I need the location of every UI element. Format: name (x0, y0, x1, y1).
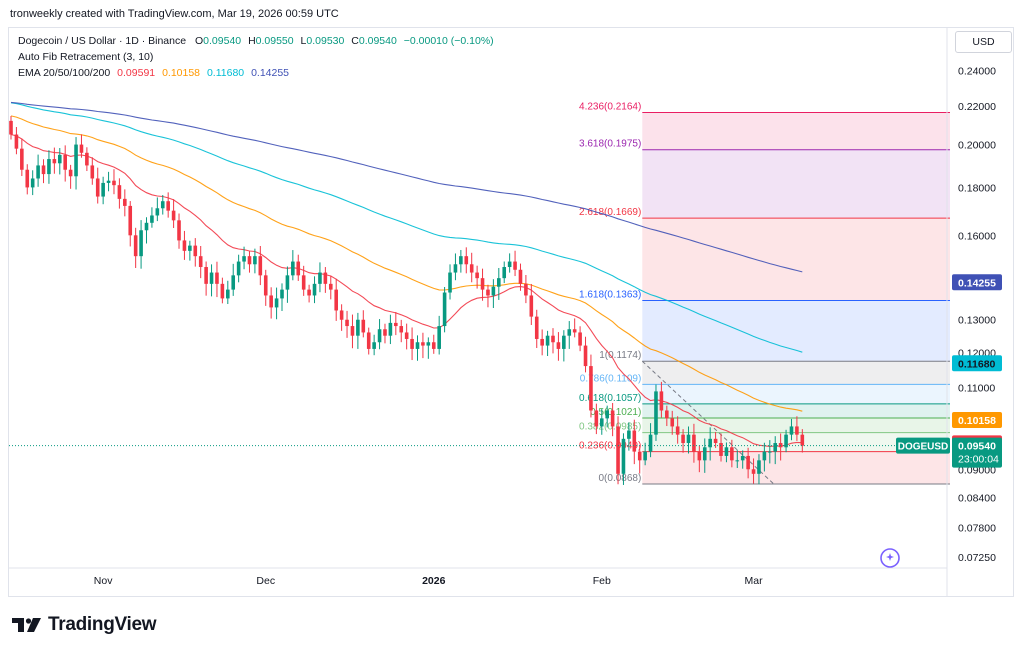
ohlc-low: L0.09530 (300, 35, 345, 47)
ema100-value: 0.11680 (206, 67, 245, 79)
symbol-title[interactable]: Dogecoin / US Dollar · 1D · Binance (18, 35, 187, 47)
ema50-value: 0.10158 (162, 67, 201, 79)
chart-frame (8, 27, 1014, 597)
ema200-value: 0.14255 (251, 67, 290, 79)
chart-attribution: tronweekly created with TradingView.com,… (10, 8, 339, 20)
ema20-value: 0.09591 (117, 67, 156, 79)
tradingview-wordmark: TradingView (48, 614, 157, 635)
fib-indicator-legend[interactable]: Auto Fib Retracement (3, 10) (18, 51, 154, 63)
ema-legend[interactable]: EMA 20/50/100/200 0.09591 0.10158 0.1168… (18, 67, 289, 79)
symbol-legend: Dogecoin / US Dollar · 1D · Binance O0.0… (18, 35, 494, 47)
tradingview-logo-icon (12, 618, 41, 632)
ohlc-open: O0.09540 (195, 35, 242, 47)
tradingview-logo: TradingView (12, 614, 157, 636)
price-change: −0.00010 (−0.10%) (403, 35, 494, 47)
ohlc-high: H0.09550 (248, 35, 294, 47)
ohlc-close: C0.09540 (351, 35, 397, 47)
currency-button[interactable]: USD (955, 31, 1012, 53)
ema-label: EMA 20/50/100/200 (18, 67, 111, 79)
